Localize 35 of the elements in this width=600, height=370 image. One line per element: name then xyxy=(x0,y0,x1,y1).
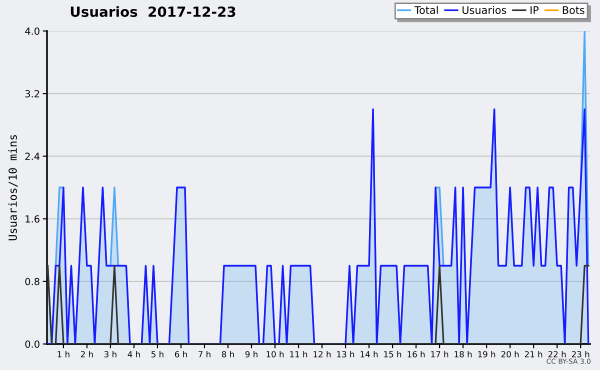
y-tick-label: 2.4 xyxy=(25,152,40,160)
y-tick-label: 1.6 xyxy=(26,215,40,223)
x-tick-label: 5 h xyxy=(152,350,164,358)
legend-label: Bots xyxy=(562,6,584,14)
x-tick-label: 1 h xyxy=(58,350,70,358)
y-tick-label: 0.0 xyxy=(25,340,40,348)
legend-label: Usuarios xyxy=(462,6,506,14)
legend-label: IP xyxy=(530,6,539,14)
x-tick-label: 9 h xyxy=(245,350,258,358)
x-tick-label: 20 h xyxy=(501,350,519,358)
y-tick-label: 4.0 xyxy=(25,27,40,35)
y-tick-label: 0.8 xyxy=(25,278,40,286)
x-tick-label: 11 h xyxy=(290,350,308,358)
x-tick-label: 4 h xyxy=(128,350,140,358)
x-tick-label: 2 h xyxy=(80,350,93,358)
y-tick-label: 3.2 xyxy=(25,90,40,98)
legend-label: Total xyxy=(414,6,438,14)
y-axis-title: Usuarios/10 mins xyxy=(8,135,18,240)
x-tick-label: 23 h xyxy=(572,350,590,358)
x-tick-label: 7 h xyxy=(198,350,210,358)
x-tick-label: 19 h xyxy=(478,350,496,358)
x-tick-label: 14 h xyxy=(360,350,378,358)
x-tick-label: 15 h xyxy=(384,350,402,358)
x-tick-label: 8 h xyxy=(222,350,234,358)
x-tick-label: 3 h xyxy=(104,350,116,358)
x-tick-label: 12 h xyxy=(314,350,331,358)
x-tick-label: 13 h xyxy=(337,350,354,358)
x-tick-label: 21 h xyxy=(524,350,542,358)
x-tick-label: 17 h xyxy=(431,350,448,358)
x-tick-label: 10 h xyxy=(266,350,284,358)
x-tick-label: 22 h xyxy=(548,350,566,358)
x-tick-label: 6 h xyxy=(174,350,187,358)
x-tick-label: 18 h xyxy=(454,350,472,358)
chart-title: Usuarios 2017-12-23 xyxy=(70,6,236,17)
x-tick-label: 16 h xyxy=(408,350,425,358)
